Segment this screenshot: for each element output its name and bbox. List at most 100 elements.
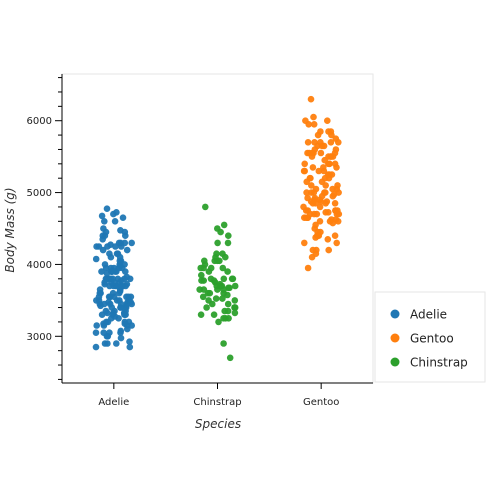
y-axis: 3000 4000 5000 6000: [27, 74, 63, 383]
data-point-adelie: [122, 282, 129, 290]
data-point-chinstrap: [212, 295, 220, 302]
legend: Adelie Gentoo Chinstrap: [374, 291, 486, 383]
y-axis-title: Body Mass (g): [3, 187, 17, 272]
data-point-adelie: [104, 340, 111, 347]
data-point-adelie: [106, 293, 114, 301]
data-point-gentoo: [313, 210, 321, 218]
data-point-chinstrap: [228, 275, 236, 283]
data-point-gentoo: [334, 182, 341, 189]
data-point-gentoo: [317, 128, 324, 135]
data-point-gentoo: [302, 117, 309, 124]
data-point-chinstrap: [220, 286, 227, 293]
data-point-gentoo: [331, 232, 339, 239]
data-point-adelie: [119, 214, 127, 221]
data-point-gentoo: [316, 203, 324, 211]
data-point-chinstrap: [202, 203, 209, 211]
data-point-gentoo: [333, 239, 341, 247]
data-point-gentoo: [334, 207, 341, 214]
data-point-chinstrap: [203, 304, 210, 311]
data-point-adelie: [117, 329, 124, 337]
data-point-adelie: [104, 333, 112, 340]
data-point-chinstrap: [210, 311, 218, 319]
data-point-gentoo: [333, 164, 340, 171]
data-point-adelie: [126, 343, 134, 351]
data-point-adelie: [117, 227, 124, 234]
data-point-adelie: [108, 304, 116, 311]
data-point-gentoo: [308, 153, 316, 160]
data-point-adelie: [104, 243, 111, 250]
data-point-gentoo: [300, 167, 308, 175]
legend-swatch: [390, 357, 400, 367]
data-point-adelie: [128, 239, 135, 247]
y-tick-label: 3000: [27, 332, 52, 343]
data-point-gentoo: [326, 160, 333, 168]
data-point-adelie: [102, 307, 110, 315]
data-point-chinstrap: [224, 239, 232, 247]
data-point-chinstrap: [231, 304, 239, 311]
data-point-gentoo: [312, 234, 319, 241]
data-point-adelie: [121, 318, 129, 326]
data-point-chinstrap: [199, 293, 207, 301]
data-point-gentoo: [307, 95, 315, 103]
data-point-gentoo: [311, 146, 319, 153]
data-point-adelie: [98, 268, 105, 275]
data-point-gentoo: [324, 117, 331, 124]
data-point-gentoo: [308, 189, 315, 196]
data-point-gentoo: [328, 131, 335, 139]
data-point-adelie: [105, 298, 112, 306]
x-tick-label: Chinstrap: [193, 397, 241, 408]
data-point-chinstrap: [220, 275, 228, 283]
data-point-gentoo: [306, 174, 314, 182]
data-point-adelie: [117, 300, 125, 308]
data-point-adelie: [111, 279, 118, 286]
data-point-chinstrap: [215, 318, 222, 326]
data-point-gentoo: [330, 191, 338, 198]
data-point-adelie: [121, 239, 129, 247]
data-point-adelie: [112, 243, 119, 250]
data-point-chinstrap: [214, 239, 221, 247]
data-point-adelie: [93, 322, 100, 329]
data-point-chinstrap: [220, 340, 227, 347]
data-point-adelie: [107, 253, 115, 261]
x-axis-title: Species: [195, 417, 241, 431]
legend-entry-label: Chinstrap: [410, 356, 468, 370]
data-point-adelie: [128, 322, 135, 329]
data-point-gentoo: [332, 146, 340, 153]
legend-entry-label: Gentoo: [410, 332, 454, 346]
data-point-chinstrap: [224, 268, 231, 275]
data-point-adelie: [122, 268, 129, 275]
data-point-gentoo: [312, 221, 319, 229]
data-point-chinstrap: [201, 261, 209, 268]
data-point-adelie: [113, 340, 120, 347]
data-point-gentoo: [322, 189, 329, 196]
data-point-gentoo: [310, 121, 318, 128]
data-point-gentoo: [329, 219, 337, 227]
data-point-gentoo: [301, 160, 309, 168]
x-tick-label: Gentoo: [303, 397, 339, 408]
data-point-adelie: [124, 325, 131, 333]
data-point-adelie: [113, 209, 120, 216]
data-point-gentoo: [320, 164, 327, 171]
data-point-gentoo: [332, 135, 340, 142]
data-point-chinstrap: [207, 264, 215, 272]
data-point-gentoo: [328, 171, 336, 178]
data-point-chinstrap: [217, 228, 224, 236]
legend-frame: [374, 291, 486, 383]
data-point-chinstrap: [224, 300, 232, 308]
data-point-chinstrap: [225, 232, 232, 239]
data-point-chinstrap: [220, 315, 227, 322]
data-point-adelie: [95, 293, 103, 301]
data-point-chinstrap: [210, 277, 218, 284]
data-point-adelie: [127, 298, 134, 306]
data-point-adelie: [115, 289, 123, 297]
data-point-adelie: [110, 309, 117, 317]
x-tick-label: Adelie: [98, 397, 129, 408]
data-point-adelie: [92, 329, 100, 337]
y-tick-label: 4000: [27, 260, 52, 271]
data-point-gentoo: [315, 167, 323, 175]
data-point-adelie: [126, 338, 133, 346]
data-point-adelie: [123, 273, 131, 281]
data-point-chinstrap: [206, 289, 214, 297]
legend-entry-label: Adelie: [410, 308, 447, 322]
data-point-gentoo: [310, 113, 317, 121]
